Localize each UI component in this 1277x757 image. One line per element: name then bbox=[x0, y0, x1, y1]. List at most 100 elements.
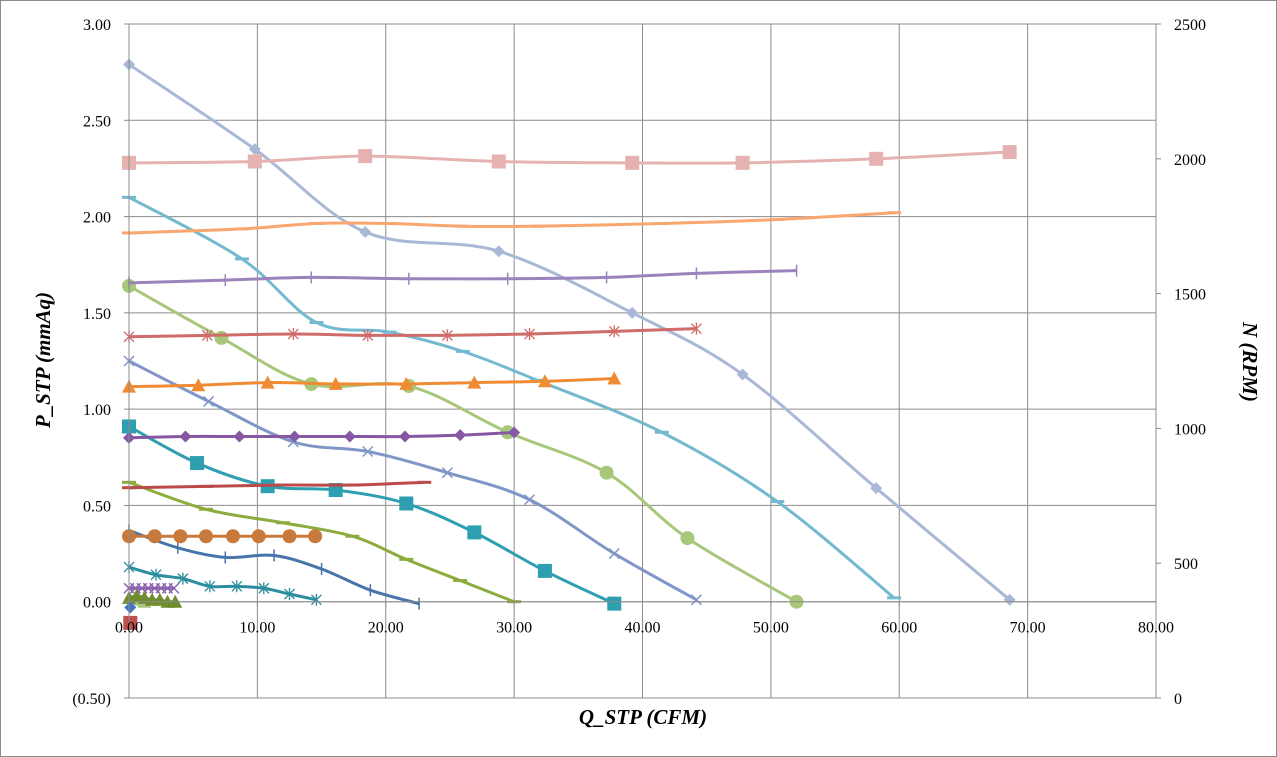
diamond-marker bbox=[343, 430, 356, 443]
y2-tick-label: 2500 bbox=[1174, 17, 1206, 34]
series-19 bbox=[123, 426, 521, 444]
x-marker bbox=[168, 582, 180, 594]
series-line bbox=[128, 63, 1011, 601]
x-marker bbox=[203, 395, 215, 407]
series-21 bbox=[122, 529, 323, 544]
series-line bbox=[128, 195, 896, 600]
diamond-marker bbox=[179, 430, 192, 443]
series-line bbox=[128, 327, 697, 339]
x-marker bbox=[441, 467, 453, 479]
star-marker bbox=[177, 572, 189, 585]
circle-marker bbox=[214, 330, 229, 345]
square-marker bbox=[491, 154, 506, 169]
diamond-marker bbox=[870, 482, 883, 495]
circle-marker bbox=[173, 529, 188, 544]
diamond-marker bbox=[1003, 593, 1016, 606]
x-tick-label: 0.00 bbox=[115, 620, 143, 637]
diamond-marker bbox=[233, 430, 246, 443]
triangle-marker bbox=[537, 374, 552, 388]
series-4 bbox=[123, 355, 702, 606]
x-tick-label: 60.00 bbox=[881, 620, 917, 637]
star-marker bbox=[690, 322, 702, 335]
diamond-marker bbox=[454, 429, 467, 442]
series-8 bbox=[123, 561, 322, 606]
series-15 bbox=[122, 211, 902, 235]
star-marker bbox=[310, 593, 322, 606]
y-tick-label: (0.50) bbox=[72, 691, 111, 708]
series-line bbox=[128, 211, 895, 235]
square-marker bbox=[625, 155, 640, 170]
diamond-marker bbox=[124, 601, 137, 614]
square-marker bbox=[358, 149, 373, 164]
x-marker bbox=[523, 494, 536, 506]
y-tick-label: 1.50 bbox=[83, 306, 111, 323]
square-marker bbox=[399, 496, 414, 511]
diamond-marker bbox=[288, 430, 301, 443]
circle-marker bbox=[282, 529, 297, 544]
diamond-marker bbox=[248, 143, 261, 156]
square-marker bbox=[123, 615, 138, 630]
triangle-marker bbox=[607, 371, 622, 385]
series-14 bbox=[122, 145, 1017, 170]
y2-axis-title: N (RPM) bbox=[1238, 321, 1262, 402]
series-9 bbox=[123, 582, 180, 594]
diamond-marker bbox=[508, 426, 521, 439]
series-line bbox=[128, 150, 1010, 165]
star-marker bbox=[258, 582, 270, 595]
x-tick-label: 50.00 bbox=[753, 620, 789, 637]
series-line bbox=[128, 359, 698, 602]
series-12 bbox=[124, 601, 137, 614]
series-17 bbox=[123, 322, 702, 343]
star-marker bbox=[524, 328, 535, 341]
diamond-marker bbox=[492, 245, 505, 258]
x-axis-title: Q_STP (CFM) bbox=[579, 705, 707, 729]
circle-marker bbox=[199, 529, 214, 544]
y2-tick-label: 1000 bbox=[1174, 421, 1206, 438]
circle-marker bbox=[599, 465, 614, 480]
y-tick-label: 0.50 bbox=[83, 498, 111, 515]
series-line bbox=[128, 269, 797, 285]
series-1 bbox=[123, 58, 1016, 606]
series-line bbox=[128, 377, 615, 389]
y-tick-label: 0.00 bbox=[83, 595, 111, 612]
x-tick-label: 30.00 bbox=[496, 620, 532, 637]
diamond-marker bbox=[736, 368, 749, 381]
x-marker bbox=[608, 548, 620, 560]
y-tick-label: 2.00 bbox=[83, 210, 111, 227]
star-marker bbox=[150, 568, 162, 581]
star-marker bbox=[231, 580, 243, 593]
y2-tick-label: 0 bbox=[1174, 691, 1182, 708]
square-marker bbox=[247, 154, 262, 169]
triangle-marker bbox=[328, 376, 343, 390]
y-tick-label: 3.00 bbox=[83, 17, 111, 34]
star-marker bbox=[362, 329, 374, 342]
diamond-marker bbox=[359, 225, 372, 238]
star-marker bbox=[287, 328, 299, 341]
x-tick-label: 80.00 bbox=[1138, 620, 1174, 637]
series-layer bbox=[122, 58, 1017, 630]
circle-marker bbox=[308, 529, 323, 544]
star-marker bbox=[201, 329, 213, 342]
y2-tick-label: 2000 bbox=[1174, 152, 1206, 169]
x-marker bbox=[362, 445, 374, 458]
star-marker bbox=[441, 329, 453, 342]
series-18 bbox=[122, 371, 622, 393]
star-marker bbox=[284, 588, 295, 601]
triangle-marker bbox=[399, 376, 414, 390]
y-tick-label: 1.00 bbox=[83, 402, 111, 419]
diamond-marker bbox=[626, 306, 639, 319]
series-20 bbox=[122, 480, 432, 490]
circle-marker bbox=[251, 529, 266, 544]
circle-marker bbox=[225, 529, 240, 544]
x-tick-label: 20.00 bbox=[368, 620, 404, 637]
circle-marker bbox=[147, 529, 162, 544]
square-marker bbox=[537, 563, 552, 578]
x-tick-label: 40.00 bbox=[625, 620, 661, 637]
triangle-marker bbox=[467, 375, 482, 389]
square-marker bbox=[735, 155, 750, 170]
square-marker bbox=[869, 151, 884, 166]
series-13 bbox=[123, 615, 138, 630]
